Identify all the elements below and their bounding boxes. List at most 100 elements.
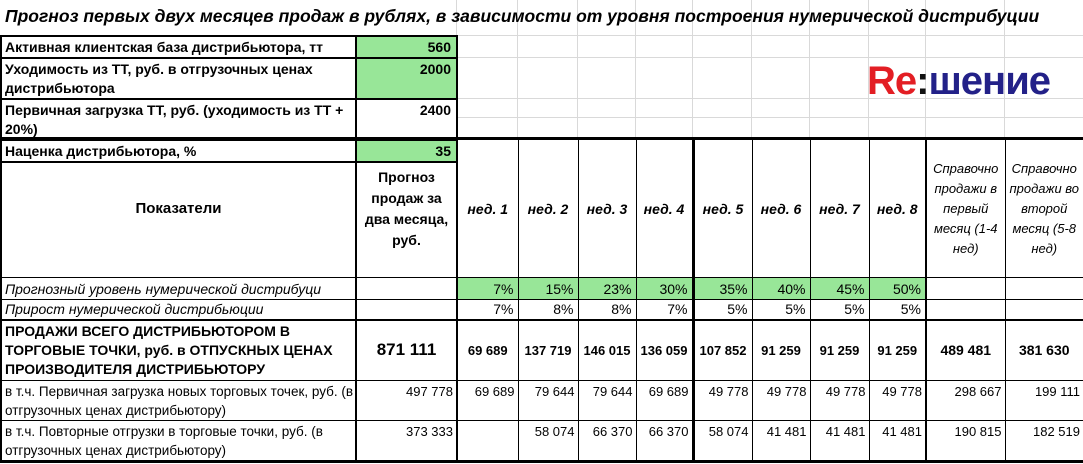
cell[interactable]: 7% bbox=[456, 277, 519, 300]
gridline bbox=[692, 0, 693, 137]
cell[interactable]: 91 259 bbox=[868, 318, 927, 381]
row-label[interactable]: в т.ч. Первичная загрузка новых торговых… bbox=[0, 380, 357, 421]
row-repeat-shipments: в т.ч. Повторные отгрузки в торговые точ… bbox=[0, 420, 1083, 462]
cell[interactable]: 35% bbox=[691, 277, 753, 300]
cell[interactable]: 69 689 bbox=[635, 380, 694, 421]
cell[interactable]: 182 519 bbox=[1004, 420, 1083, 462]
gridline bbox=[456, 57, 1083, 58]
gridline bbox=[456, 98, 1083, 99]
cell-total-sales[interactable]: 871 111 bbox=[355, 318, 458, 381]
cell[interactable]: 49 778 bbox=[809, 380, 870, 421]
row-distribution-growth: Прирост нумерической дистрибьюции 7% 8% … bbox=[0, 299, 1083, 320]
col-header-week-1[interactable]: нед. 1 bbox=[456, 138, 519, 278]
cell[interactable]: 381 630 bbox=[1004, 318, 1083, 381]
cell[interactable]: 69 689 bbox=[456, 318, 519, 381]
cell[interactable]: 5% bbox=[751, 299, 811, 320]
cell[interactable]: 190 815 bbox=[925, 420, 1006, 462]
cell[interactable]: 41 481 bbox=[809, 420, 870, 462]
cell[interactable]: 5% bbox=[809, 299, 870, 320]
col-header-week-4[interactable]: нед. 4 bbox=[635, 138, 694, 278]
cell[interactable]: 489 481 bbox=[925, 318, 1006, 381]
cell[interactable]: 49 778 bbox=[691, 380, 753, 421]
param-label-active-base[interactable]: Активная клиентская база дистрибьютора, … bbox=[0, 35, 357, 59]
cell[interactable]: 199 111 bbox=[1004, 380, 1083, 421]
cell[interactable] bbox=[1004, 299, 1083, 320]
sheet-title[interactable]: Прогноз первых двух месяцев продаж в руб… bbox=[5, 6, 1040, 26]
cell[interactable]: 497 778 bbox=[355, 380, 458, 421]
cell[interactable]: 79 644 bbox=[517, 380, 579, 421]
cell[interactable]: 58 074 bbox=[691, 420, 753, 462]
cell[interactable]: 69 689 bbox=[456, 380, 519, 421]
cell[interactable]: 40% bbox=[751, 277, 811, 300]
cell[interactable]: 146 015 bbox=[577, 318, 637, 381]
gridline bbox=[925, 0, 926, 137]
cell[interactable]: 373 333 bbox=[355, 420, 458, 462]
gridline bbox=[456, 117, 1083, 118]
row-label[interactable]: Прогнозный уровень нумерической дистрибу… bbox=[0, 277, 357, 300]
gridline bbox=[751, 0, 752, 137]
cell[interactable]: 7% bbox=[635, 299, 694, 320]
col-header-week-3[interactable]: нед. 3 bbox=[577, 138, 637, 278]
cell[interactable]: 8% bbox=[577, 299, 637, 320]
cell[interactable]: 41 481 bbox=[751, 420, 811, 462]
cell[interactable]: 30% bbox=[635, 277, 694, 300]
param-value-active-base[interactable]: 560 bbox=[355, 35, 458, 59]
cell[interactable]: 23% bbox=[577, 277, 637, 300]
cell[interactable]: 7% bbox=[456, 299, 519, 320]
cell[interactable]: 45% bbox=[809, 277, 870, 300]
cell[interactable]: 79 644 bbox=[577, 380, 637, 421]
col-header-indicators[interactable]: Показатели bbox=[0, 138, 357, 278]
cell[interactable]: 5% bbox=[691, 299, 753, 320]
gridline bbox=[456, 0, 457, 35]
cell[interactable] bbox=[355, 299, 458, 320]
cell[interactable] bbox=[1004, 277, 1083, 300]
gridline bbox=[635, 0, 636, 137]
cell[interactable]: 298 667 bbox=[925, 380, 1006, 421]
row-label[interactable]: ПРОДАЖИ ВСЕГО ДИСТРИБЬЮТОРОМ В ТОРГОВЫЕ … bbox=[0, 318, 357, 381]
param-value-first-load[interactable]: 2400 bbox=[355, 98, 458, 141]
cell[interactable] bbox=[355, 277, 458, 300]
cell[interactable]: 91 259 bbox=[809, 318, 870, 381]
col-header-week-7[interactable]: нед. 7 bbox=[809, 138, 870, 278]
cell[interactable]: 107 852 bbox=[691, 318, 753, 381]
cell[interactable]: 50% bbox=[868, 277, 927, 300]
cell[interactable]: 8% bbox=[517, 299, 579, 320]
row-label[interactable]: Прирост нумерической дистрибьюции bbox=[0, 299, 357, 320]
logo-text-re: Re bbox=[867, 59, 917, 103]
cell[interactable]: 58 074 bbox=[517, 420, 579, 462]
param-label-first-load[interactable]: Первичная загрузка ТТ, руб. (уходимость … bbox=[0, 98, 357, 141]
param-label-outflow[interactable]: Уходимость из ТТ, руб. в отгрузочных цен… bbox=[0, 57, 357, 100]
col-header-week-5[interactable]: нед. 5 bbox=[691, 138, 753, 278]
cell[interactable]: 15% bbox=[517, 277, 579, 300]
gridline bbox=[517, 0, 518, 137]
row-label[interactable]: в т.ч. Повторные отгрузки в торговые точ… bbox=[0, 420, 357, 462]
cell[interactable]: 49 778 bbox=[751, 380, 811, 421]
cell[interactable] bbox=[925, 299, 1006, 320]
col-header-ref-month-1[interactable]: Справочно продажи в первый месяц (1-4 не… bbox=[925, 138, 1006, 278]
cell[interactable]: 137 719 bbox=[517, 318, 579, 381]
cell[interactable]: 136 059 bbox=[635, 318, 694, 381]
col-header-week-6[interactable]: нед. 6 bbox=[751, 138, 811, 278]
col-header-total[interactable]: Прогноз продаж за два месяца, руб. bbox=[355, 138, 458, 278]
table-row: Первичная загрузка ТТ, руб. (уходимость … bbox=[0, 98, 458, 141]
col-header-ref-month-2[interactable]: Справочно продажи во второй месяц (5-8 н… bbox=[1004, 138, 1083, 278]
gridline bbox=[577, 0, 578, 137]
param-value-outflow[interactable]: 2000 bbox=[355, 57, 458, 100]
cell[interactable] bbox=[925, 277, 1006, 300]
company-logo: Re:шение bbox=[867, 59, 1051, 103]
cell[interactable]: 66 370 bbox=[577, 420, 637, 462]
cell[interactable]: 91 259 bbox=[751, 318, 811, 381]
cell[interactable]: 5% bbox=[868, 299, 927, 320]
cell[interactable]: 41 481 bbox=[868, 420, 927, 462]
col-header-week-8[interactable]: нед. 8 bbox=[868, 138, 927, 278]
gridline bbox=[456, 35, 1083, 36]
cell[interactable]: 49 778 bbox=[868, 380, 927, 421]
forecast-table: Показатели Прогноз продаж за два месяца,… bbox=[0, 137, 1083, 463]
col-header-week-2[interactable]: нед. 2 bbox=[517, 138, 579, 278]
header-row: Показатели Прогноз продаж за два месяца,… bbox=[0, 138, 1083, 278]
gridline bbox=[1004, 0, 1005, 137]
row-distribution-level: Прогнозный уровень нумерической дистрибу… bbox=[0, 277, 1083, 300]
row-first-load-sales: в т.ч. Первичная загрузка новых торговых… bbox=[0, 380, 1083, 421]
cell[interactable]: 66 370 bbox=[635, 420, 694, 462]
cell[interactable] bbox=[456, 420, 519, 462]
